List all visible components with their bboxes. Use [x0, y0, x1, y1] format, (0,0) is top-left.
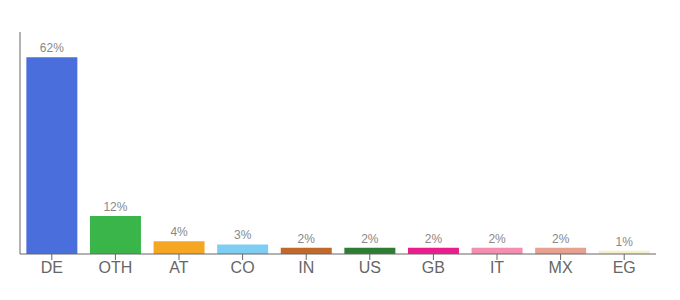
- svg-text:1%: 1%: [616, 235, 634, 249]
- svg-text:62%: 62%: [40, 41, 64, 55]
- svg-text:2%: 2%: [425, 232, 443, 246]
- svg-text:AT: AT: [169, 259, 188, 276]
- svg-text:2%: 2%: [361, 232, 379, 246]
- svg-text:CO: CO: [231, 259, 255, 276]
- svg-text:3%: 3%: [234, 228, 252, 242]
- svg-text:MX: MX: [549, 259, 573, 276]
- svg-text:IN: IN: [298, 259, 314, 276]
- svg-text:US: US: [359, 259, 381, 276]
- svg-text:2%: 2%: [552, 232, 570, 246]
- svg-text:EG: EG: [613, 259, 636, 276]
- svg-text:2%: 2%: [298, 232, 316, 246]
- svg-text:12%: 12%: [103, 200, 127, 214]
- svg-text:DE: DE: [41, 259, 63, 276]
- svg-text:GB: GB: [422, 259, 445, 276]
- svg-text:OTH: OTH: [99, 259, 133, 276]
- svg-text:2%: 2%: [488, 232, 506, 246]
- svg-text:IT: IT: [490, 259, 504, 276]
- svg-text:4%: 4%: [170, 225, 188, 239]
